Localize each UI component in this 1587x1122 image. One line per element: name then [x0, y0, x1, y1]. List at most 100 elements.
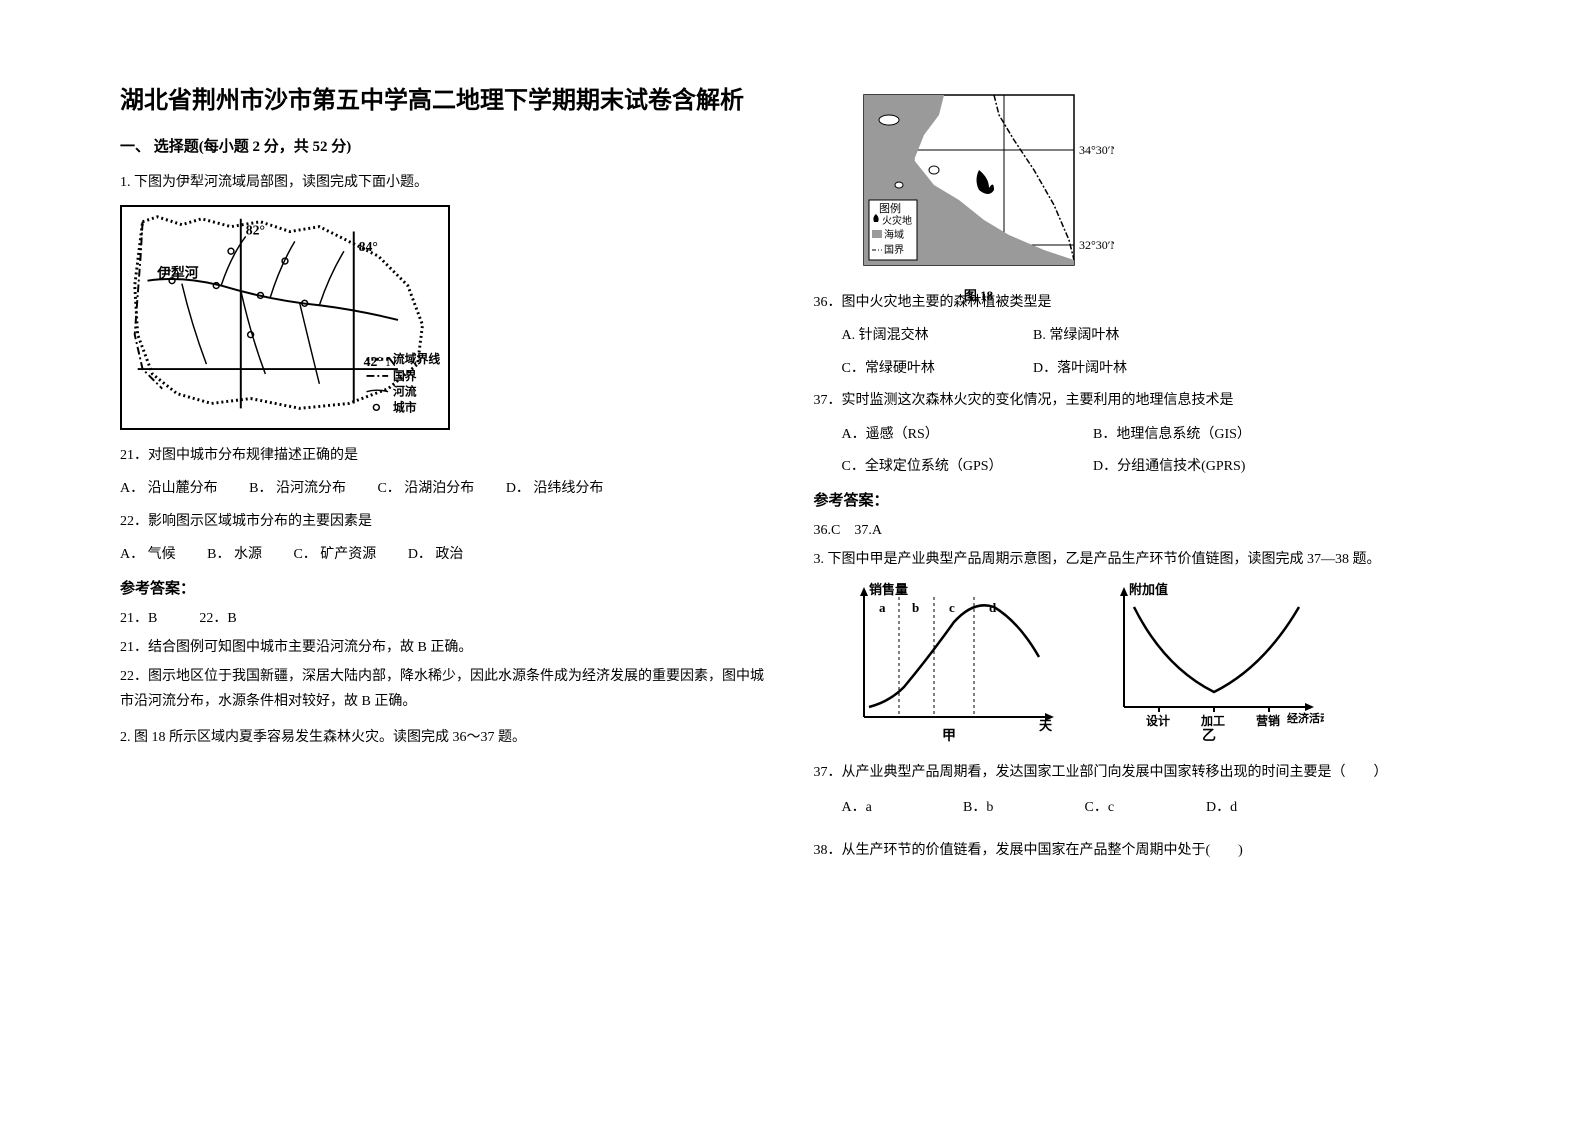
q1-sub21: 21．对图中城市分布规律描述正确的是 — [120, 443, 774, 468]
opt21-a: A． 沿山麓分布 — [120, 476, 218, 503]
stage-a: a — [879, 600, 886, 615]
q2-sub37: 37．实时监测这次森林火灾的变化情况，主要利用的地理信息技术是 — [814, 388, 1468, 413]
q3-opt37-b: B．b — [963, 795, 1053, 822]
lat32-label: 32°30′N — [1079, 238, 1114, 252]
q1-sub22: 22．影响图示区域城市分布的主要因素是 — [120, 509, 774, 534]
chart2-caption: 乙 — [1202, 728, 1216, 742]
lon82-label: 82° — [246, 223, 265, 238]
q3-opt37-d: D．d — [1206, 795, 1237, 822]
island-3 — [929, 166, 939, 174]
chart1: 销售量 a b c d 天 甲 — [844, 582, 1064, 742]
opt37-d: D．分组通信技术(GPRS) — [1093, 454, 1245, 481]
opt21-d: D． 沿纬线分布 — [506, 476, 604, 503]
q3-sub38: 38．从生产环节的价值链看，发展中国家在产品整个周期中处于( ) — [814, 838, 1468, 863]
q3-opt37-c: C．c — [1085, 795, 1175, 822]
lat34-label: 34°30′N — [1079, 143, 1114, 157]
chart2-xlabel: 经济活动 — [1287, 711, 1324, 725]
legend-border2: 国界 — [884, 244, 904, 256]
chart2-curve — [1134, 607, 1299, 692]
river-label: 伊犁河 — [156, 265, 199, 281]
opt36-b: B. 常绿阔叶林 — [1033, 323, 1119, 350]
q3-sub37: 37．从产业典型产品周期看，发达国家工业部门向发展中国家转移出现的时间主要是（ … — [814, 760, 1468, 785]
lon84-label: 84° — [359, 239, 378, 254]
q2-opt36-row2: C．常绿硬叶林 D．落叶阔叶林 — [842, 356, 1468, 383]
stage-c: c — [949, 600, 955, 615]
island-1 — [879, 115, 899, 125]
map2-box: 119° W 116° W 34°30′N 32°30′N 图例 火灾地 海域 … — [844, 90, 1114, 280]
legend-city: 城市 — [393, 400, 417, 414]
left-column: 湖北省荆州市沙市第五中学高二地理下学期期末试卷含解析 一、 选择题(每小题 2 … — [100, 80, 794, 1082]
figure-map1: 82° 84° 42° N 伊犁河 流域界线 国界 河流 城市 — [120, 205, 774, 433]
opt21-b: B． 沿河流分布 — [249, 476, 346, 503]
q2-opt36-row1: A. 针阔混交林 B. 常绿阔叶林 — [842, 323, 1468, 350]
q1-answer-header: 参考答案： — [120, 577, 774, 598]
opt22-b: B． 水源 — [207, 542, 262, 569]
section-header: 一、 选择题(每小题 2 分，共 52 分) — [120, 135, 774, 156]
q2-opt37-row1: A．遥感（RS） B．地理信息系统（GIS） — [842, 422, 1468, 449]
island-2 — [895, 182, 903, 188]
q1-opt21: A． 沿山麓分布 B． 沿河流分布 C． 沿湖泊分布 D． 沿纬线分布 — [120, 476, 774, 503]
opt22-a: A． 气候 — [120, 542, 176, 569]
chart1-xlabel: 天 — [1039, 718, 1053, 733]
right-column: 119° W 116° W 34°30′N 32°30′N 图例 火灾地 海域 … — [794, 80, 1488, 1082]
opt37-a: A．遥感（RS） — [842, 422, 1062, 449]
legend-fire: 火灾地 — [882, 214, 912, 227]
chart1-curve — [869, 605, 1039, 707]
lon116-label: 116° W — [989, 90, 1026, 93]
q2-opt37-row2: C．全球定位系统（GPS） D．分组通信技术(GPRS) — [842, 454, 1468, 481]
tick-mfg: 加工 — [1200, 713, 1225, 728]
tributary-5 — [300, 303, 320, 384]
basin-boundary — [135, 217, 423, 409]
page-title: 湖北省荆州市沙市第五中学高二地理下学期期末试卷含解析 — [120, 80, 774, 115]
q3-opt37-a: A．a — [842, 795, 932, 822]
city-7 — [228, 248, 234, 254]
chart1-caption: 甲 — [942, 728, 956, 742]
chart2-ylabel: 附加值 — [1129, 582, 1168, 597]
q3-stem: 3. 下图中甲是产业典型产品周期示意图，乙是产品生产环节价值链图，读图完成 37… — [814, 547, 1468, 572]
lon119-label: 119° W — [899, 90, 936, 93]
chart1-ylabel: 销售量 — [869, 582, 908, 597]
opt36-a: A. 针阔混交林 — [842, 323, 1002, 350]
legend-sea: 海域 — [884, 228, 904, 241]
tributary-1 — [221, 237, 246, 286]
q1-ans2: 21．结合图例可知图中城市主要沿河流分布，故 B 正确。 — [120, 635, 774, 660]
opt36-c: C．常绿硬叶林 — [842, 356, 1002, 383]
tributary-2 — [270, 242, 295, 298]
map1-svg: 82° 84° 42° N 伊犁河 流域界线 国界 河流 城市 — [122, 207, 448, 428]
lat42-label: 42° N — [364, 354, 397, 369]
q2-answer-header: 参考答案： — [814, 489, 1468, 510]
fire-icon — [976, 170, 994, 194]
legend-basin: 流域界线 — [393, 352, 440, 366]
legend-title: 图例 — [879, 201, 901, 215]
q2-ans: 36.C 37.A — [814, 518, 1468, 543]
opt37-b: B．地理信息系统（GIS） — [1093, 422, 1251, 449]
opt36-d: D．落叶阔叶林 — [1033, 356, 1127, 383]
q2-stem: 2. 图 18 所示区域内夏季容易发生森林火灾。读图完成 36～37 题。 — [120, 725, 774, 750]
stage-b: b — [912, 600, 919, 615]
q1-ans1: 21．B 22．B — [120, 606, 774, 631]
main-river — [147, 279, 397, 320]
q3-opt37: A．a B．b C．c D．d — [842, 795, 1468, 822]
legend-river: 河流 — [393, 385, 417, 399]
q1-ans3: 22．图示地区位于我国新疆，深居大陆内部，降水稀少，因此水源条件成为经济发展的重… — [120, 664, 774, 714]
opt37-c: C．全球定位系统（GPS） — [842, 454, 1062, 481]
map2-caption: 图 18 — [844, 285, 1114, 304]
stage-d: d — [989, 600, 997, 615]
figure-map2: 119° W 116° W 34°30′N 32°30′N 图例 火灾地 海域 … — [814, 90, 1468, 280]
tributary-6 — [182, 284, 207, 365]
map1-box: 82° 84° 42° N 伊犁河 流域界线 国界 河流 城市 — [120, 205, 450, 430]
chart2-svg: 附加值 设计 加工 营销 经济活动 乙 — [1104, 582, 1324, 742]
opt22-d: D． 政治 — [408, 542, 464, 569]
chart1-svg: 销售量 a b c d 天 甲 — [844, 582, 1064, 742]
opt22-c: C． 矿产资源 — [293, 542, 376, 569]
chart2: 附加值 设计 加工 营销 经济活动 乙 — [1104, 582, 1324, 742]
tick-sales: 营销 — [1256, 713, 1280, 728]
opt21-c: C． 沿湖泊分布 — [377, 476, 474, 503]
legend-border: 国界 — [393, 369, 417, 383]
tributary-3 — [319, 251, 344, 305]
q1-stem: 1. 下图为伊犁河流域局部图，读图完成下面小题。 — [120, 170, 774, 195]
tick-design: 设计 — [1146, 713, 1170, 728]
charts-row: 销售量 a b c d 天 甲 附加值 — [844, 582, 1468, 742]
map2-svg: 119° W 116° W 34°30′N 32°30′N 图例 火灾地 海域 … — [844, 90, 1114, 280]
q1-opt22: A． 气候 B． 水源 C． 矿产资源 D． 政治 — [120, 542, 774, 569]
